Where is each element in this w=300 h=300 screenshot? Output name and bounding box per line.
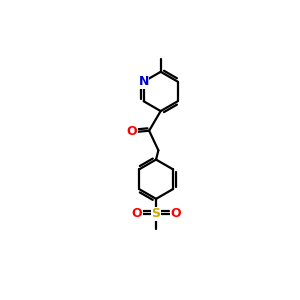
Text: S: S [152,207,160,220]
Text: O: O [127,125,137,138]
Text: O: O [170,207,181,220]
Text: N: N [139,75,149,88]
Text: O: O [131,207,142,220]
